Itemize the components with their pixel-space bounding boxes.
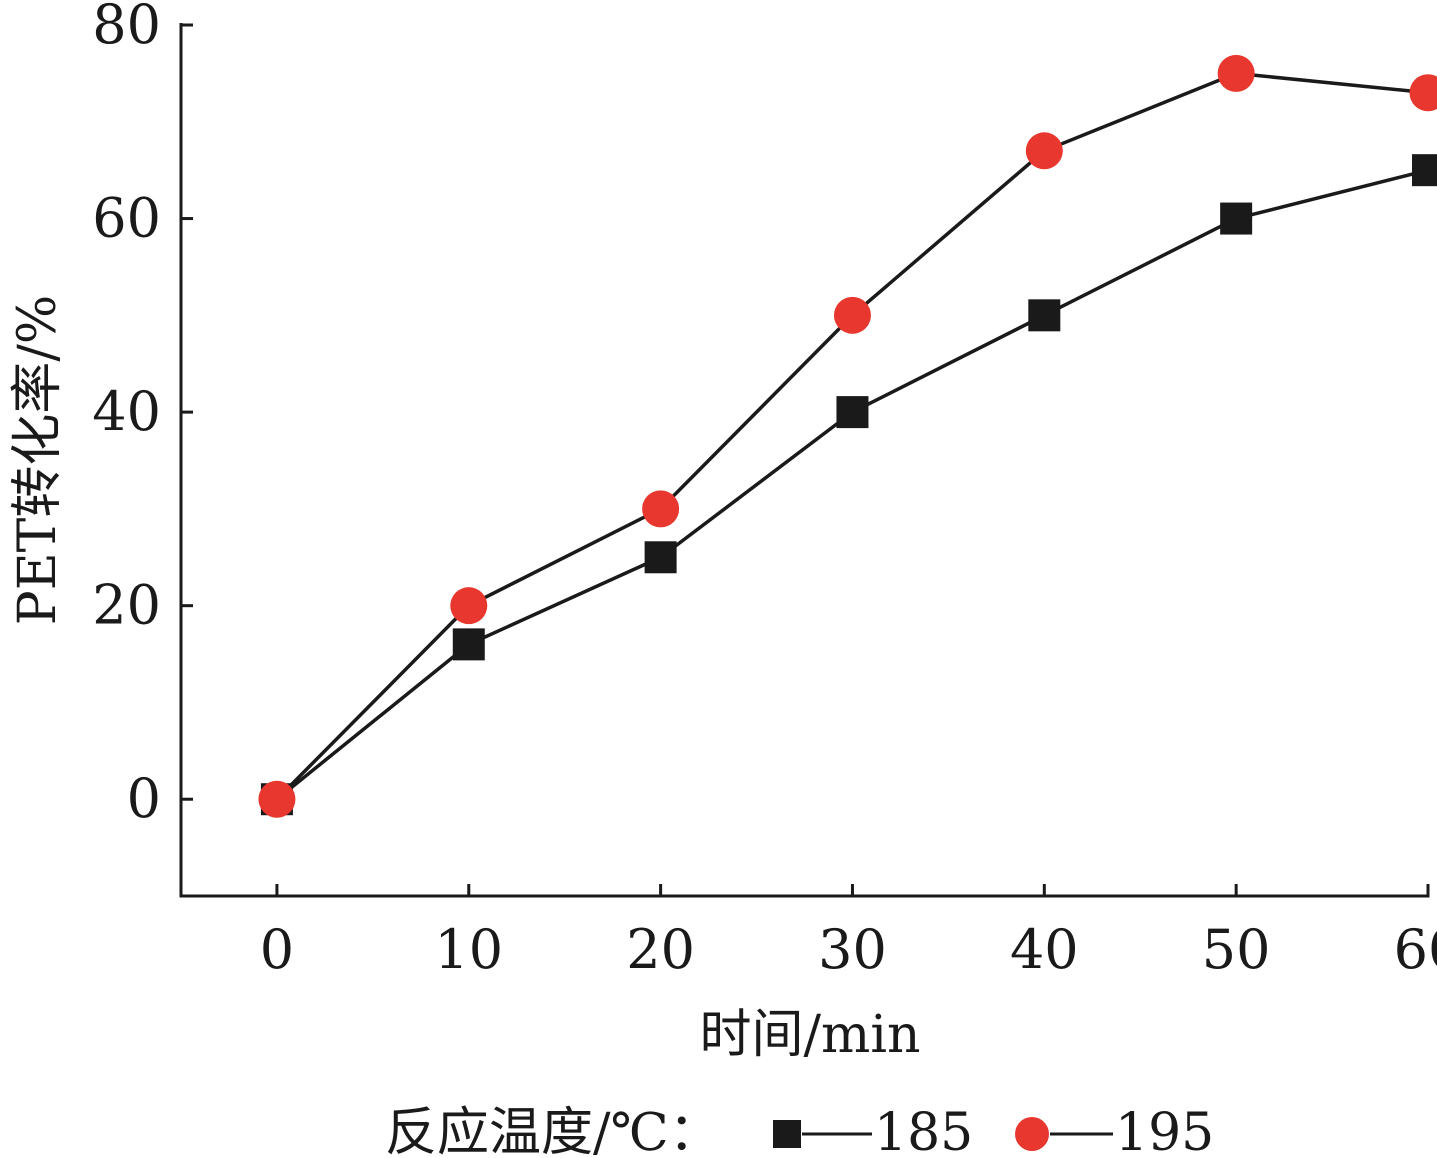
- legend-label-185: 185: [874, 1103, 973, 1158]
- data-point-185: [836, 396, 869, 429]
- series-lines: [275, 71, 1429, 801]
- series-line-185: [275, 168, 1429, 801]
- y-axis-title: PET转化率/%: [8, 295, 68, 626]
- data-point-185: [1412, 154, 1437, 187]
- data-point-195: [642, 490, 680, 528]
- legend-title: 反应温度/℃：: [385, 1103, 721, 1158]
- data-point-195: [1409, 74, 1437, 112]
- x-tick-label: 10: [434, 918, 503, 981]
- x-tick-label: 0: [260, 918, 294, 981]
- legend-square-marker: [773, 1120, 801, 1148]
- x-axis-title: 时间/min: [700, 1005, 921, 1065]
- x-tick-label: 30: [818, 918, 887, 981]
- data-point-195: [1217, 54, 1255, 92]
- data-point-185: [452, 628, 485, 661]
- series-line-195: [275, 71, 1429, 801]
- y-tick-label: 60: [92, 187, 161, 250]
- axes: 0 20 40 60 80 0 10 20 30 40 50 60: [92, 0, 1437, 981]
- x-tick-label: 50: [1202, 918, 1271, 981]
- x-tick-label: 40: [1010, 918, 1079, 981]
- series-markers: [258, 54, 1437, 818]
- y-tick-label: 80: [92, 0, 161, 56]
- legend-circle-marker: [1015, 1117, 1049, 1151]
- data-point-195: [833, 296, 871, 334]
- data-point-185: [1220, 202, 1253, 235]
- legend-label-195: 195: [1115, 1103, 1214, 1158]
- legend: 反应温度/℃： 185 195: [385, 1103, 1214, 1158]
- x-tick-label: 60: [1394, 918, 1437, 981]
- data-point-195: [450, 587, 488, 625]
- data-point-185: [1028, 299, 1061, 332]
- y-tick-label: 20: [92, 574, 161, 637]
- data-point-185: [644, 541, 677, 574]
- data-point-195: [1025, 132, 1063, 170]
- y-tick-label: 0: [127, 767, 161, 830]
- y-tick-label: 40: [92, 380, 161, 443]
- data-point-195: [258, 780, 296, 818]
- x-tick-label: 20: [626, 918, 695, 981]
